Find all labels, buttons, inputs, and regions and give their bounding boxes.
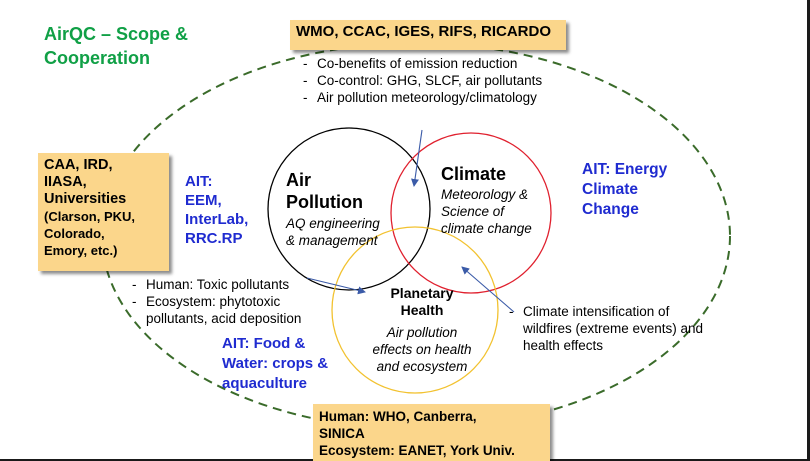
bullet-item: Air pollution meteorology/climatology [301,89,581,106]
left-box-line-3: Universities [44,191,127,207]
ait-left-line-1: AIT: [185,173,213,190]
left-box-line-4: (Clarson, PKU, [44,209,136,224]
partners-box-left: CAA, IRD, IIASA, Universities (Clarson, … [38,153,169,271]
bullet-list-top: Co-benefits of emission reduction Co-con… [301,55,581,106]
left-box-line-5: Colorado, [44,226,105,241]
outer-scope-ellipse [101,42,731,430]
bullet-list-left: Human: Toxic pollutants Ecosystem: phyto… [130,276,330,327]
ait-right-label: AIT: Energy Climate Change [582,160,667,220]
bullet-item: Human: Toxic pollutants [130,276,330,293]
ait-right-line-3: Change [582,201,639,218]
planetary-health-title: Planetary Health [366,285,478,319]
climate-title: Climate [441,164,507,184]
partners-box-top: WMO, CCAC, IGES, RIFS, RICARDO [290,20,566,50]
climate-subtitle: Meteorology & Science of climate change [441,186,532,237]
ait-bottom-label: AIT: Food & Water: crops & aquaculture [222,334,328,394]
bottom-box-line-3: Ecosystem: EANET, York Univ. [319,443,515,458]
ait-left-line-4: RRC.RP [185,230,243,247]
planetary-title-line-2: Health [400,302,444,318]
planetary-title-line-1: Planetary [390,285,454,301]
left-box-line-1: CAA, IRD, [44,157,113,173]
bullet-item: Co-benefits of emission reduction [301,55,581,72]
planetary-health-subtitle: Air pollution effects on health and ecos… [356,324,488,375]
bullet-item: Ecosystem: phytotoxic pollutants, acid d… [130,293,330,327]
planetary-sub-line-3: and ecosystem [376,359,468,374]
bullet-item: Co-control: GHG, SLCF, air pollutants [301,72,581,89]
arrow-right-intersection [461,266,515,313]
climate-circle [390,132,552,294]
ait-left-line-2: EEM, [185,192,222,209]
air-pollution-circle [267,127,431,291]
air-sub-line-1: AQ engineering [286,216,380,231]
climate-sub-line-2: Science of [441,204,505,219]
window-edge-right [807,0,810,461]
planetary-health-circle [331,226,499,394]
climate-sub-line-3: climate change [441,221,532,236]
air-pollution-subtitle: AQ engineering & management [286,215,380,249]
ait-right-line-2: Climate [582,181,638,198]
partners-box-bottom: Human: WHO, Canberra, SINICA Ecosystem: … [313,404,550,461]
planetary-sub-line-2: effects on health [372,342,472,357]
ait-bottom-line-3: aquaculture [222,375,308,392]
page-title: AirQC – Scope & Cooperation [44,24,189,68]
bullet-list-right: Climate intensification of wildfires (ex… [507,303,707,354]
bottom-box-line-2: SINICA [319,426,365,441]
ait-left-line-3: InterLab, [185,211,249,228]
air-title-line-2: Pollution [286,192,363,212]
bullet-item: Climate intensification of wildfires (ex… [507,303,707,354]
planetary-sub-line-1: Air pollution [386,325,458,340]
air-pollution-title: Air Pollution [286,169,363,213]
ait-right-line-1: AIT: Energy [582,161,668,178]
air-sub-line-2: & management [286,233,378,248]
bottom-box-line-1: Human: WHO, Canberra, [319,409,477,424]
ait-left-label: AIT: EEM, InterLab, RRC.RP [185,172,248,248]
ait-bottom-line-1: AIT: Food & [222,335,306,352]
arrow-top-intersection [411,129,423,187]
left-box-line-2: IIASA, [44,174,87,190]
left-box-line-6: Emory, etc.) [44,243,118,258]
ait-bottom-line-2: Water: crops & [222,355,329,372]
climate-sub-line-1: Meteorology & [441,187,529,202]
air-title-line-1: Air [286,170,312,190]
